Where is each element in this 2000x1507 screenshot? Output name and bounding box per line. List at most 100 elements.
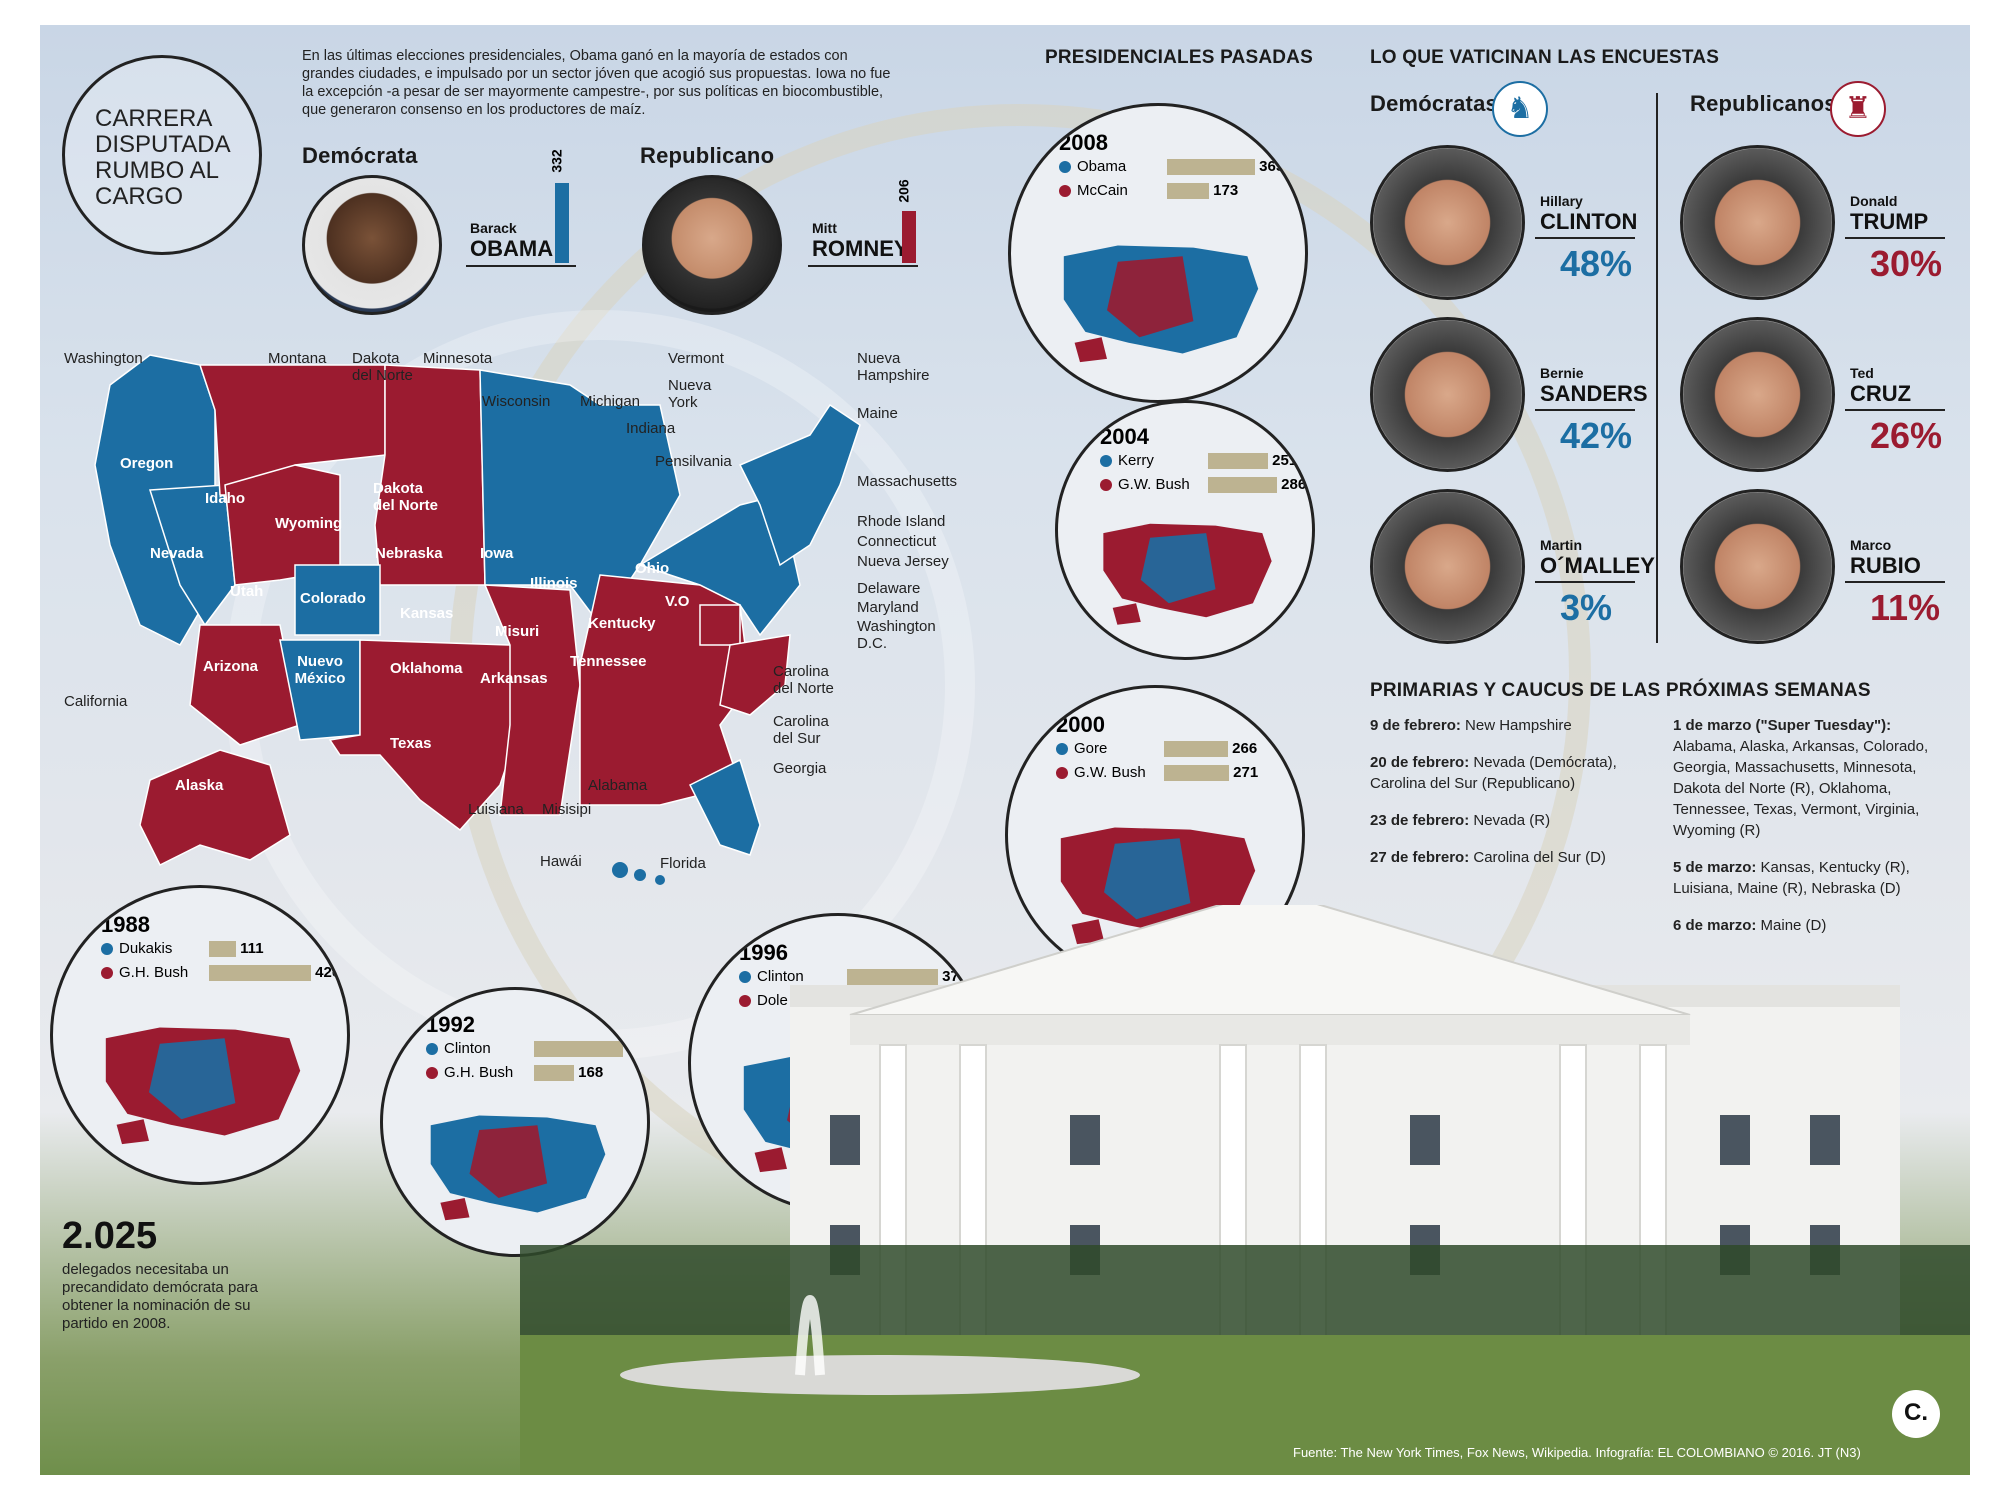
state-nevada: Nevada	[150, 545, 204, 562]
map-shapes	[94, 354, 861, 885]
dem-votes: 251	[1272, 452, 1298, 469]
title-line-2: DISPUTADA	[95, 131, 231, 158]
primaries-header: PRIMARIAS Y CAUCUS DE LAS PRÓXIMAS SEMAN…	[1370, 680, 1871, 701]
callout-maine: Maine	[857, 405, 898, 422]
callout-nueva-hampshire: Nueva Hampshire	[857, 350, 930, 384]
state-texas: Texas	[390, 735, 432, 752]
candidate-photo	[1370, 145, 1525, 300]
obama-last-name: OBAMA	[470, 236, 554, 261]
state-arkansas: Arkansas	[480, 670, 548, 687]
polls-header: LO QUE VATICINAN LAS ENCUESTAS	[1370, 47, 1720, 68]
primary-states: Nevada (Demócrata), Carolina del Sur (Re…	[1370, 754, 1617, 792]
primary-date: 6 de marzo:	[1673, 917, 1757, 934]
candidate-last-name: CRUZ	[1850, 381, 1912, 406]
election-row-dem: Dukakis 111	[101, 940, 264, 958]
dem-bar	[1208, 453, 1268, 470]
state-oklahoma: Oklahoma	[390, 660, 463, 677]
rep-name: G.W. Bush	[1074, 764, 1146, 781]
election-row-dem: Kerry 251	[1100, 452, 1298, 470]
callout-massachusetts: Massachusetts	[857, 473, 958, 490]
title-line-1: CARRERA	[95, 105, 213, 132]
source-text: Fuente: The New York Times, Fox News, Wi…	[1293, 1445, 1861, 1460]
candidate-underline	[1535, 581, 1635, 583]
obama-first-name: Barack	[470, 220, 517, 236]
state-alaska: Alaska	[175, 777, 224, 794]
rep-dot	[101, 967, 113, 980]
primary-states: New Hampshire	[1465, 717, 1572, 734]
rep-bar	[1164, 765, 1229, 782]
rep-votes: 173	[1213, 182, 1239, 199]
primary-entry: 9 de febrero: New Hampshire	[1370, 715, 1640, 736]
romney-first-name: Mitt	[812, 220, 837, 236]
candidate-last-name: SANDERS	[1540, 381, 1648, 406]
delegates-number: 2.025	[62, 1215, 158, 1257]
white-house-image	[520, 905, 1970, 1475]
dem-bar	[1164, 741, 1228, 758]
state-iowa: Iowa	[480, 545, 514, 562]
candidate-percent: 11%	[1870, 587, 1941, 628]
republican-label: Republicano	[640, 143, 775, 168]
obama-underline	[466, 265, 576, 267]
election-row-rep: G.H. Bush 168	[426, 1064, 603, 1082]
candidate-last-name: O´MALLEY	[1540, 553, 1655, 578]
election-circle-2004: 2004 Kerry 251 G.W. Bush 286	[1055, 400, 1315, 660]
primary-entry: 1 de marzo ("Super Tuesday"): Alabama, A…	[1673, 715, 1953, 841]
state-utah: Utah	[230, 583, 264, 600]
rep-name: G.H. Bush	[444, 1064, 514, 1081]
primary-date: 27 de febrero:	[1370, 849, 1470, 866]
mini-map	[1063, 245, 1259, 363]
candidate-last-name: CLINTON	[1540, 209, 1638, 234]
candidate-first-name: Martin	[1540, 537, 1582, 553]
candidate-photo	[1680, 317, 1835, 472]
candidate-photo	[1680, 489, 1835, 644]
primary-date: 20 de febrero:	[1370, 754, 1470, 771]
rep-bar	[1208, 477, 1277, 494]
primary-states: Nevada (R)	[1473, 812, 1551, 829]
candidate-photo	[1680, 145, 1835, 300]
callout-delaware: Delaware	[857, 580, 921, 597]
dem-dot	[739, 971, 751, 984]
callout-georgia: Georgia	[773, 760, 827, 777]
callout-wisconsin: Wisconsin	[482, 393, 551, 410]
rep-dot	[426, 1067, 438, 1080]
rep-name: McCain	[1077, 182, 1128, 199]
callout-pensilvania: Pensilvania	[655, 453, 732, 470]
callout-washington: Washington	[64, 350, 143, 367]
dem-bar	[1167, 159, 1255, 176]
election-circle-2008: 2008 Obama 365 McCain 173	[1008, 103, 1308, 403]
state-nebraska: Nebraska	[375, 545, 443, 562]
candidate-first-name: Ted	[1850, 365, 1874, 381]
dem-votes: 379	[942, 968, 968, 985]
primaries-left-column: 9 de febrero: New Hampshire 20 de febrero…	[1370, 715, 1640, 884]
election-row-dem: Gore 266	[1056, 740, 1257, 758]
state-arizona: Arizona	[203, 658, 259, 675]
state-illinois: Illinois	[530, 575, 578, 592]
callout-connecticut: Connecticut	[857, 533, 937, 550]
polls-republicans-label: Republicanos	[1690, 91, 1837, 116]
primary-states: Carolina del Sur (D)	[1473, 849, 1606, 866]
dem-name: Obama	[1077, 158, 1127, 175]
rep-votes: 426	[315, 964, 341, 981]
rep-name: Dole	[757, 992, 788, 1009]
primary-entry: 20 de febrero: Nevada (Demócrata), Carol…	[1370, 752, 1640, 794]
election-year: 1996	[739, 940, 788, 965]
callout-florida: Florida	[660, 855, 706, 872]
primary-states: Alabama, Alaska, Arkansas, Colorado, Geo…	[1673, 738, 1929, 839]
title-line-3: RUMBO AL	[95, 157, 220, 184]
callout-rhode-island: Rhode Island	[857, 513, 946, 530]
donkey-icon: ♞	[1492, 81, 1548, 137]
candidate-last-name: RUBIO	[1850, 553, 1921, 578]
callout-montana: Montana	[268, 350, 327, 367]
state-tennessee: Tennessee	[570, 653, 647, 670]
primary-date: 1 de marzo ("Super Tuesday"):	[1673, 717, 1892, 734]
dem-dot	[1056, 743, 1068, 756]
dem-name: Clinton	[444, 1040, 491, 1057]
mini-map	[430, 1115, 606, 1221]
dem-votes: 370	[627, 1040, 650, 1057]
state-misuri: Misuri	[495, 623, 540, 640]
primary-entry: 23 de febrero: Nevada (R)	[1370, 810, 1640, 831]
primaries-right-column: 1 de marzo ("Super Tuesday"): Alabama, A…	[1673, 715, 1953, 952]
candidate-first-name: Donald	[1850, 193, 1898, 209]
dem-name: Dukakis	[119, 940, 173, 957]
state-oregon: Oregon	[120, 455, 174, 472]
